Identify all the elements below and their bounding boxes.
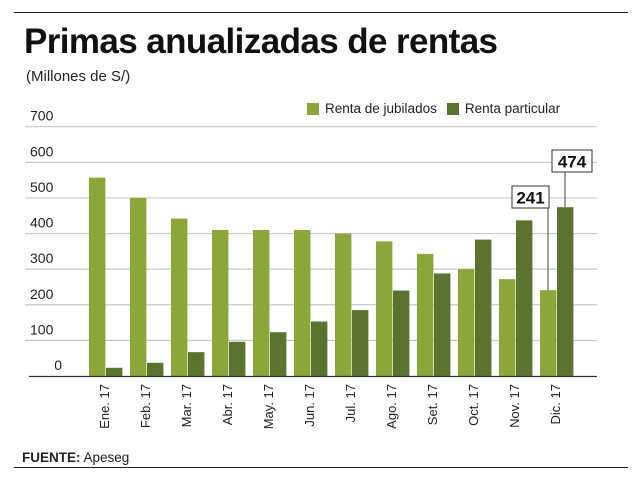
bar-jubilados <box>458 269 475 376</box>
bar-particular <box>147 362 164 376</box>
x-tick-label: Mar. 17 <box>179 384 194 427</box>
bar-jubilados <box>294 229 311 376</box>
x-tick-label: Abr. 17 <box>220 384 235 425</box>
x-tick-label: Nov. 17 <box>507 384 522 428</box>
legend-item-jubilados: Renta de jubilados <box>307 101 437 116</box>
legend: Renta de jubilados Renta particular <box>307 101 570 116</box>
chart-subtitle: (Millones de S/) <box>26 68 131 85</box>
bar-particular <box>393 290 410 376</box>
x-tick-label: May. 17 <box>261 384 276 429</box>
y-tick-label: 400 <box>30 215 54 231</box>
bar-particular <box>352 310 369 376</box>
x-tick-label: Ago. 17 <box>384 384 399 429</box>
bar-jubilados <box>171 218 188 376</box>
bar-jubilados <box>499 279 516 376</box>
legend-label-jubilados: Renta de jubilados <box>325 101 437 116</box>
annotation-box <box>551 149 593 173</box>
source-note: FUENTE: Apeseg <box>22 450 129 465</box>
legend-swatch-particular <box>446 102 459 115</box>
source-value: Apeseg <box>83 450 130 465</box>
legend-label-particular: Renta particular <box>464 101 561 116</box>
bar-particular <box>475 239 492 376</box>
x-tick-label: Jun. 17 <box>302 384 317 427</box>
x-tick-label: Set. 17 <box>425 384 440 425</box>
bar-particular <box>106 367 123 376</box>
bar-particular <box>311 321 328 376</box>
y-tick-label: 100 <box>30 321 54 337</box>
annotations: 241 474 <box>511 149 593 291</box>
bar-jubilados <box>335 233 352 376</box>
x-axis-labels: Ene. 17 Feb. 17 Mar. 17 Abr. 17 May. 17 Jun. … <box>97 384 563 429</box>
bottom-rule <box>14 467 628 468</box>
bar-particular <box>229 341 246 376</box>
y-tick-label: 700 <box>30 108 54 124</box>
bar-jubilados <box>89 177 106 376</box>
bar-particular <box>557 207 574 376</box>
x-tick-label: Jul. 17 <box>343 384 358 422</box>
bars <box>89 177 574 376</box>
bar-jubilados <box>376 241 393 376</box>
bar-jubilados <box>253 229 270 376</box>
legend-swatch-jubilados <box>307 102 319 115</box>
y-tick-label: 600 <box>30 143 54 159</box>
y-tick-label: 0 <box>54 357 62 373</box>
chart-title: Primas anualizadas de rentas <box>24 22 498 61</box>
top-rule <box>14 12 628 13</box>
x-tick-label: Ene. 17 <box>97 384 112 429</box>
bar-jubilados <box>212 229 229 376</box>
x-tick-label: Oct. 17 <box>466 384 481 426</box>
annotation-label-241: 241 <box>516 189 544 208</box>
bar-jubilados <box>540 290 557 376</box>
y-tick-label: 300 <box>30 250 54 266</box>
bar-particular <box>516 220 533 376</box>
y-axis-ticks: 0 100 200 300 400 500 600 700 <box>30 108 62 373</box>
bar-particular <box>434 273 451 376</box>
legend-item-particular: Renta particular <box>446 101 561 116</box>
y-tick-label: 500 <box>30 179 54 195</box>
bar-particular <box>270 332 287 376</box>
annotation-label-474: 474 <box>558 153 587 172</box>
bar-jubilados <box>417 253 434 376</box>
bar-jubilados <box>130 197 147 376</box>
y-tick-label: 200 <box>30 286 54 302</box>
annotation-box <box>511 185 550 209</box>
x-tick-label: Feb. 17 <box>138 384 153 428</box>
x-tick-label: Dic. 17 <box>548 384 563 424</box>
source-label: FUENTE: <box>22 450 81 465</box>
bar-particular <box>188 352 205 376</box>
